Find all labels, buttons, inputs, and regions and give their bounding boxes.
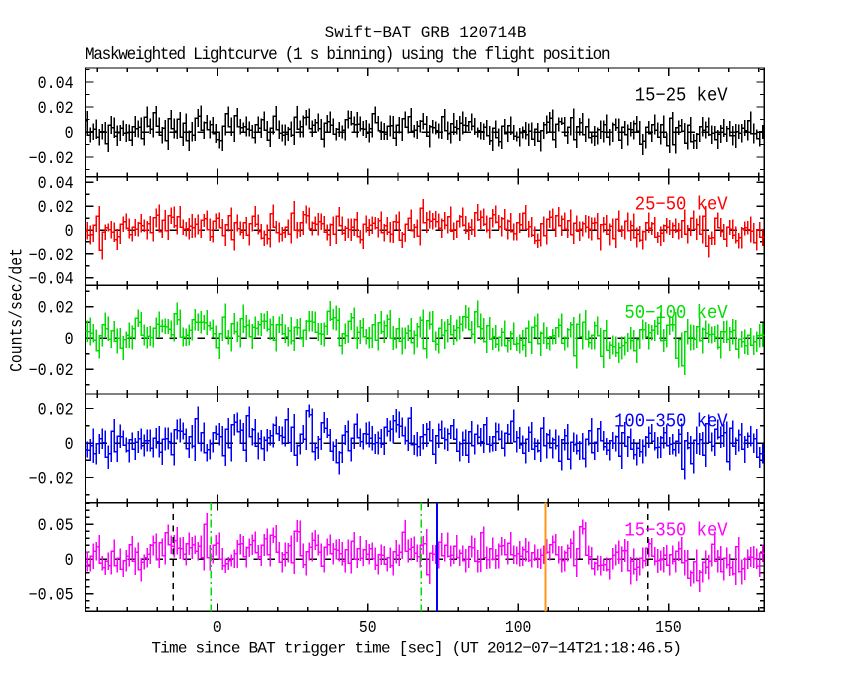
svg-text:0: 0 [65, 222, 74, 241]
svg-text:100−350 keV: 100−350 keV [614, 412, 728, 433]
svg-text:0: 0 [65, 330, 74, 349]
svg-text:Time since BAT trigger time [s: Time since BAT trigger time [sec] (UT 20… [151, 640, 681, 658]
svg-text:−0.02: −0.02 [29, 246, 74, 265]
svg-text:50: 50 [359, 618, 377, 637]
svg-text:50−100 keV: 50−100 keV [624, 303, 727, 324]
svg-text:−0.04: −0.04 [29, 270, 74, 289]
svg-text:−0.02: −0.02 [29, 361, 74, 380]
svg-text:0.05: 0.05 [38, 516, 74, 535]
svg-text:25−50 keV: 25−50 keV [635, 195, 728, 216]
svg-text:0.04: 0.04 [38, 74, 74, 93]
svg-text:Counts/sec/det: Counts/sec/det [7, 248, 26, 372]
svg-text:0.02: 0.02 [38, 299, 74, 318]
svg-text:0.02: 0.02 [38, 198, 74, 217]
svg-text:−0.02: −0.02 [29, 149, 74, 168]
svg-text:0: 0 [65, 435, 74, 454]
svg-text:Swift−BAT GRB 120714B: Swift−BAT GRB 120714B [325, 24, 527, 42]
svg-text:15−350 keV: 15−350 keV [624, 521, 727, 542]
svg-text:15−25 keV: 15−25 keV [635, 86, 728, 107]
svg-text:0.02: 0.02 [38, 99, 74, 118]
svg-text:0.04: 0.04 [38, 174, 74, 193]
svg-text:150: 150 [655, 618, 681, 637]
svg-text:0: 0 [213, 618, 222, 637]
svg-text:−0.02: −0.02 [29, 470, 74, 489]
svg-text:Maskweighted Lightcurve (1 s b: Maskweighted Lightcurve (1 s binning) us… [85, 45, 610, 65]
svg-text:−0.05: −0.05 [29, 586, 74, 605]
svg-text:0: 0 [65, 551, 74, 570]
svg-text:100: 100 [505, 618, 531, 637]
svg-text:0: 0 [65, 124, 74, 143]
svg-text:0.02: 0.02 [38, 401, 74, 420]
